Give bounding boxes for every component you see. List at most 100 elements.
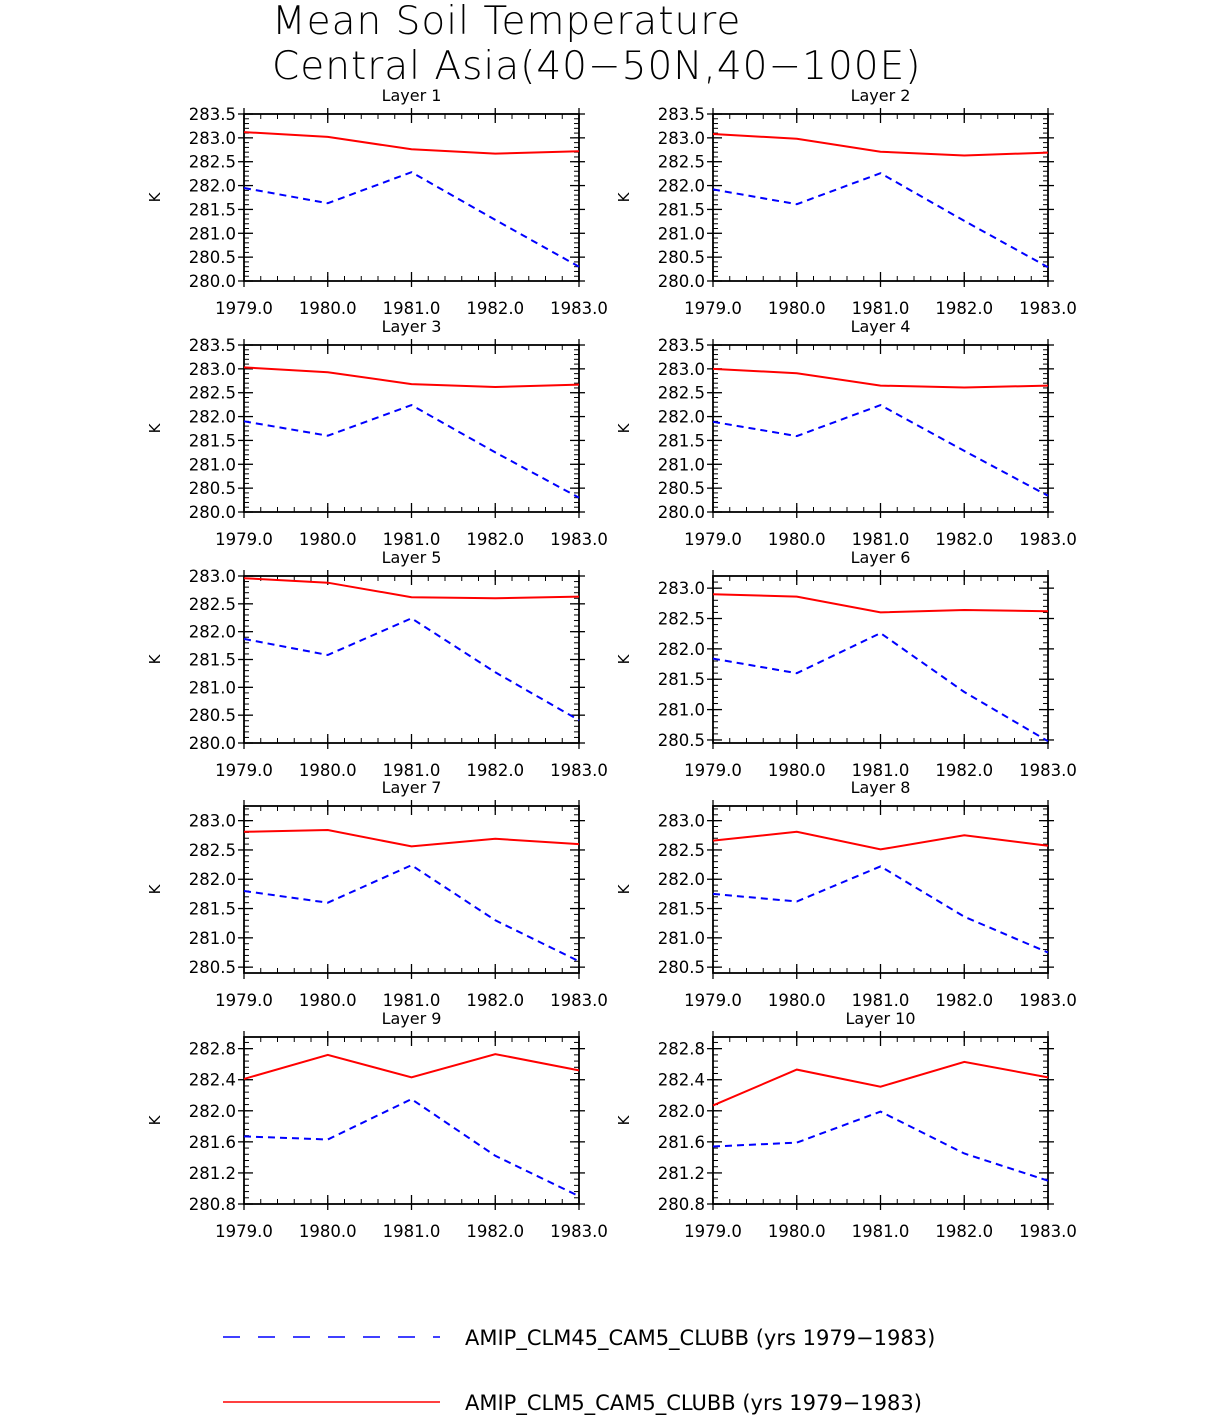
x-tick-label: 1981.0 (383, 991, 441, 1010)
series-line-clm45 (243, 864, 580, 963)
y-tick-label: 281.5 (189, 431, 236, 450)
x-tick-label: 1983.0 (550, 761, 608, 780)
y-tick-label: 282.0 (189, 408, 236, 427)
y-tick-label: 282.4 (658, 1071, 705, 1090)
y-tick-label: 280.5 (189, 248, 236, 267)
y-tick-label: 283.5 (189, 336, 236, 355)
figure-title-line-1: Mean Soil Temperature (272, 0, 741, 44)
series-line-clm5 (243, 1053, 580, 1080)
panel-layer-10: Layer 10 280.8 281.2 281.6 282.0 282.4 282.8 19… (615, 1009, 1077, 1241)
panel-title-layer-3: Layer 3 (382, 317, 442, 336)
x-tick-label: 1982.0 (935, 530, 993, 549)
plot-frame (712, 344, 1049, 513)
y-tick-label: 281.0 (189, 678, 236, 697)
series-line-clm45 (712, 1110, 1049, 1182)
y-tick-label: 281.2 (189, 1164, 236, 1183)
y-tick-label: 280.5 (189, 706, 236, 725)
y-tick-label: 281.5 (658, 900, 705, 919)
y-tick-label: 283.0 (189, 567, 236, 586)
panel-layer-3: Layer 3 280.0 280.5 281.0 281.5 282.0 282.5 283… (146, 317, 608, 549)
series-line-clm45 (712, 404, 1049, 497)
panel-title-layer-7: Layer 7 (382, 778, 442, 797)
y-tick-label: 281.6 (658, 1133, 705, 1152)
series-line-clm5 (243, 577, 580, 600)
x-tick-label: 1980.0 (299, 1222, 357, 1241)
x-tick-label: 1983.0 (550, 991, 608, 1010)
legend: AMIP_CLM45_CAM5_CLUBB (yrs 1979−1983) AM… (223, 1326, 935, 1415)
series-line-clm5 (243, 366, 580, 389)
y-tick-label: 280.5 (658, 958, 705, 977)
y-tick-label: 282.0 (189, 1102, 236, 1121)
y-tick-label: 282.5 (189, 384, 236, 403)
x-tick-label: 1979.0 (215, 1222, 273, 1241)
x-tick-label: 1983.0 (550, 1222, 608, 1241)
y-tick-label: 283.5 (658, 105, 705, 124)
x-tick-label: 1980.0 (768, 530, 826, 549)
y-axis-label: K (146, 191, 164, 202)
y-tick-label: 283.5 (658, 336, 705, 355)
x-tick-label: 1983.0 (1019, 1222, 1077, 1241)
panel-title-layer-5: Layer 5 (382, 548, 442, 567)
x-tick-label: 1980.0 (768, 761, 826, 780)
x-tick-label: 1982.0 (935, 299, 993, 318)
y-tick-label: 283.0 (658, 360, 705, 379)
panel-layer-7: Layer 7 280.5 281.0 281.5 282.0 282.5 283.0 197… (146, 778, 608, 1010)
y-tick-label: 282.8 (658, 1040, 705, 1059)
x-tick-label: 1980.0 (768, 299, 826, 318)
panel-title-layer-9: Layer 9 (382, 1009, 442, 1028)
series-line-clm45 (712, 172, 1049, 269)
y-tick-label: 281.0 (658, 701, 705, 720)
x-tick-label: 1981.0 (852, 1222, 910, 1241)
x-tick-label: 1982.0 (466, 530, 524, 549)
series-line-clm45 (243, 404, 580, 499)
y-tick-label: 281.0 (658, 455, 705, 474)
series-line-clm5 (243, 828, 580, 848)
y-tick-label: 282.5 (189, 841, 236, 860)
panel-layer-8: Layer 8 280.5 281.0 281.5 282.0 282.5 283.0 197… (615, 778, 1077, 1010)
y-tick-label: 280.0 (658, 503, 705, 522)
x-tick-label: 1979.0 (215, 761, 273, 780)
y-tick-label: 283.0 (189, 812, 236, 831)
x-tick-label: 1982.0 (935, 1222, 993, 1241)
x-tick-label: 1979.0 (684, 530, 742, 549)
x-tick-label: 1980.0 (768, 991, 826, 1010)
y-tick-label: 280.0 (189, 272, 236, 291)
y-tick-label: 283.0 (658, 129, 705, 148)
series-line-clm5 (243, 131, 580, 155)
legend-label-clm5: AMIP_CLM5_CAM5_CLUBB (yrs 1979−1983) (465, 1391, 922, 1415)
y-axis-label: K (146, 422, 164, 433)
y-axis-label: K (146, 883, 164, 894)
y-tick-label: 281.5 (189, 200, 236, 219)
y-tick-label: 281.0 (658, 929, 705, 948)
panel-layer-9: Layer 9 280.8 281.2 281.6 282.0 282.4 282.8 197… (146, 1009, 608, 1241)
y-tick-label: 283.0 (658, 579, 705, 598)
x-tick-label: 1979.0 (215, 299, 273, 318)
panel-title-layer-6: Layer 6 (851, 548, 911, 567)
y-tick-label: 280.8 (658, 1195, 705, 1214)
y-tick-label: 282.0 (189, 870, 236, 889)
x-tick-label: 1981.0 (383, 761, 441, 780)
series-line-clm45 (243, 617, 580, 722)
x-tick-label: 1983.0 (550, 299, 608, 318)
x-tick-label: 1983.0 (1019, 761, 1077, 780)
y-tick-label: 283.0 (189, 360, 236, 379)
plot-frame (712, 1036, 1049, 1205)
x-tick-label: 1979.0 (684, 991, 742, 1010)
y-axis-label: K (615, 653, 633, 664)
panel-title-layer-2: Layer 2 (851, 86, 911, 105)
y-tick-label: 280.5 (658, 479, 705, 498)
y-tick-label: 281.0 (189, 455, 236, 474)
y-tick-label: 281.0 (658, 224, 705, 243)
panel-layer-6: Layer 6 280.5 281.0 281.5 282.0 282.5 283.0 197… (615, 548, 1077, 780)
series-line-clm45 (712, 631, 1049, 743)
series-line-clm5 (712, 367, 1049, 389)
x-tick-label: 1982.0 (935, 991, 993, 1010)
panel-title-layer-10: Layer 10 (845, 1009, 915, 1028)
y-tick-label: 280.0 (189, 734, 236, 753)
series-line-clm5 (712, 133, 1049, 157)
x-tick-label: 1981.0 (852, 530, 910, 549)
y-tick-label: 280.0 (189, 503, 236, 522)
plot-frame (712, 575, 1049, 744)
y-tick-label: 283.0 (658, 812, 705, 831)
